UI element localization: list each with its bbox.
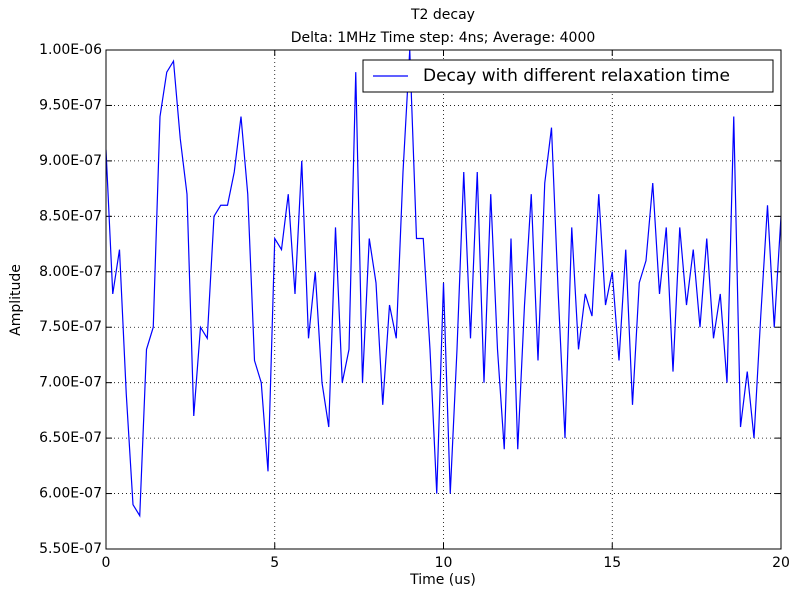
y-tick-label: 9.00E-07 <box>39 153 102 169</box>
y-tick-label: 1.00E-06 <box>39 42 102 58</box>
y-tick-label: 6.50E-07 <box>39 430 102 446</box>
y-tick-label: 8.50E-07 <box>39 208 102 224</box>
y-tick-label: 7.00E-07 <box>39 375 102 391</box>
y-tick-label: 8.00E-07 <box>39 264 102 280</box>
y-axis-label: Amplitude <box>8 264 24 336</box>
y-tick-label: 5.50E-07 <box>39 541 102 557</box>
x-axis-label: Time (us) <box>409 572 476 588</box>
legend-box <box>362 59 774 93</box>
chart-title: T2 decay <box>410 7 475 23</box>
chart-subtitle: Delta: 1MHz Time step: 4ns; Average: 400… <box>291 30 596 46</box>
plot-frame <box>105 49 782 550</box>
y-tick-label: 6.00E-07 <box>39 486 102 502</box>
x-tick-label: 5 <box>270 555 279 571</box>
x-tick-label: 15 <box>603 555 621 571</box>
legend-label: Decay with different relaxation time <box>423 66 730 86</box>
x-tick-label: 0 <box>102 555 111 571</box>
data-line <box>106 50 781 518</box>
y-tick-label: 7.50E-07 <box>39 319 102 335</box>
x-tick-label: 10 <box>435 555 453 571</box>
x-tick-label: 20 <box>772 555 790 571</box>
y-tick-label: 9.50E-07 <box>39 97 102 113</box>
